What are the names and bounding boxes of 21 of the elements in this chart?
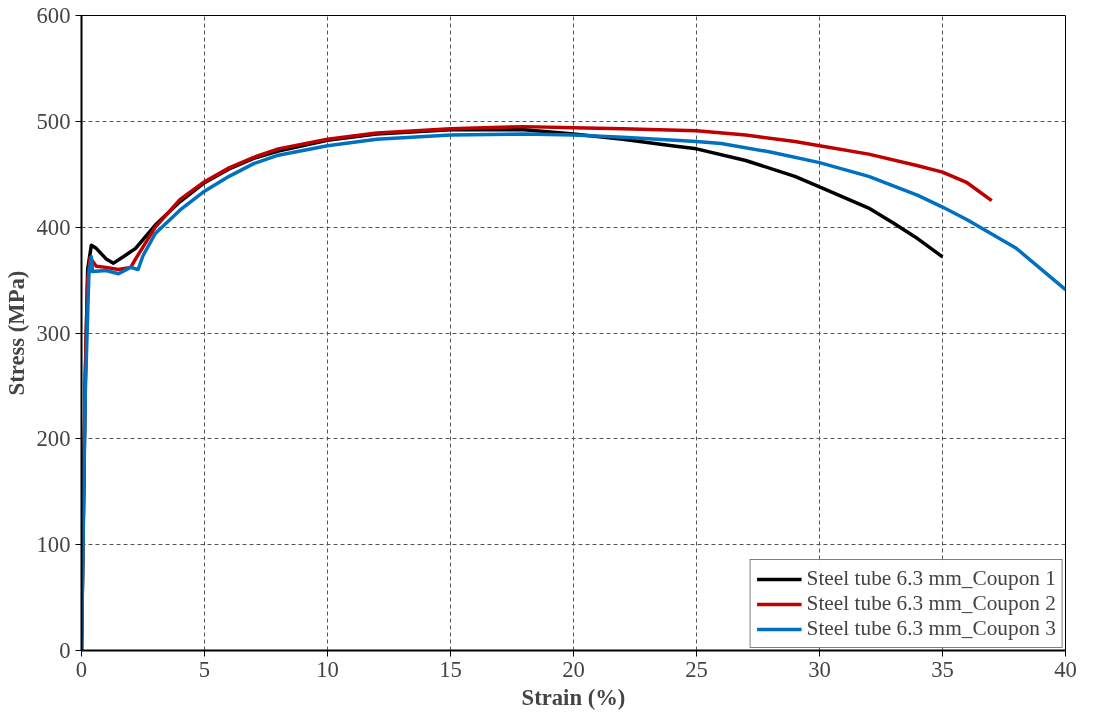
- x-tick-label: 40: [1054, 656, 1077, 682]
- x-tick-label: 0: [75, 656, 88, 682]
- y-tick-label: 400: [36, 214, 71, 240]
- y-tick-label: 300: [36, 320, 71, 346]
- y-tick-label: 0: [59, 638, 71, 663]
- x-tick-label: 10: [316, 656, 339, 682]
- x-tick-label: 15: [439, 656, 462, 682]
- y-tick-label: 100: [36, 532, 71, 558]
- x-tick-label: 20: [562, 656, 585, 682]
- legend-label: Steel tube 6.3 mm_Coupon 1: [806, 566, 1056, 591]
- legend-label: Steel tube 6.3 mm_Coupon 2: [806, 591, 1056, 616]
- x-tick-label: 30: [808, 656, 831, 682]
- y-tick-label: 200: [36, 426, 71, 452]
- y-axis-title: Stress (MPa): [3, 270, 29, 396]
- x-tick-label: 35: [931, 656, 954, 682]
- y-tick-label: 500: [36, 108, 71, 134]
- x-axis-title: Strain (%): [521, 684, 626, 710]
- x-tick-label: 25: [685, 656, 708, 682]
- y-tick-label: 600: [36, 3, 71, 28]
- legend-label: Steel tube 6.3 mm_Coupon 3: [806, 616, 1056, 641]
- x-tick-label: 5: [198, 656, 211, 682]
